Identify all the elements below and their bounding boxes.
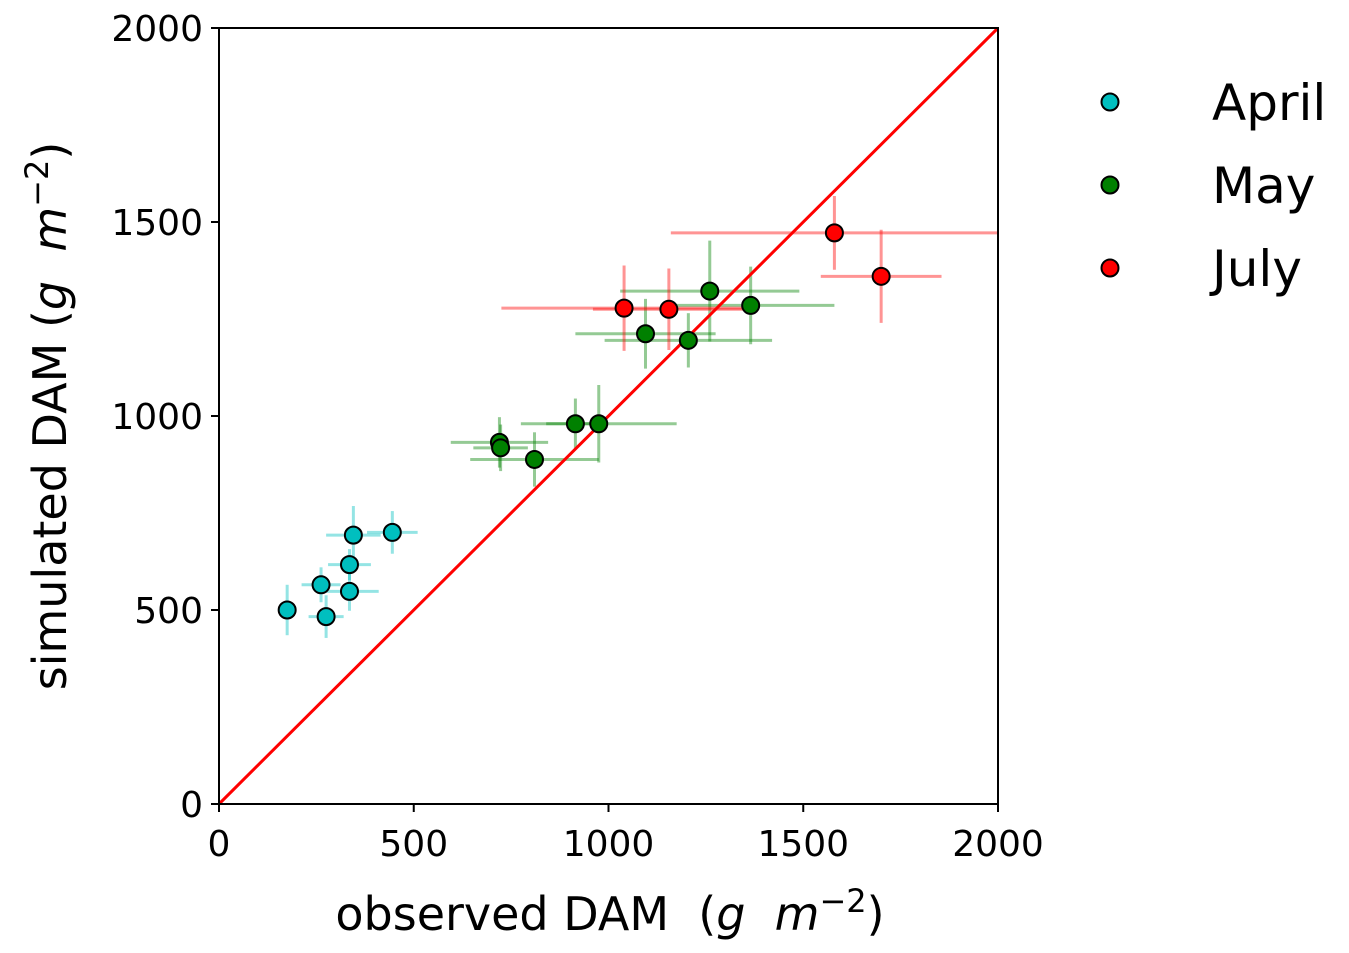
x-tick-label: 1500 xyxy=(757,824,849,865)
data-point xyxy=(491,438,511,458)
data-point xyxy=(614,298,634,318)
y-tick-label: 2000 xyxy=(111,9,203,50)
data-point xyxy=(343,525,363,545)
data-point xyxy=(339,555,359,575)
y-axis-ticks: 0 500 1000 1500 2000 xyxy=(111,9,219,826)
data-point xyxy=(659,299,679,319)
data-point xyxy=(700,281,720,301)
data-point xyxy=(565,414,585,434)
data-point xyxy=(636,324,656,344)
x-tick-label: 0 xyxy=(208,824,231,865)
legend-marker xyxy=(1100,258,1120,278)
x-tick-label: 2000 xyxy=(952,824,1044,865)
data-point xyxy=(678,330,698,350)
x-axis-ticks: 0 500 1000 1500 2000 xyxy=(208,804,1044,865)
legend-marker xyxy=(1100,92,1120,112)
data-point xyxy=(824,223,844,243)
x-axis-label: observed DAM (g m−2) xyxy=(335,882,884,941)
data-points xyxy=(277,223,891,627)
legend-label: April xyxy=(1212,74,1326,132)
legend-marker xyxy=(1100,175,1120,195)
data-point xyxy=(741,295,761,315)
y-tick-label: 500 xyxy=(134,591,203,632)
legend-label: May xyxy=(1212,157,1315,215)
data-point xyxy=(316,607,336,627)
data-point xyxy=(339,581,359,601)
y-axis-label: simulated DAM (g m−2) xyxy=(18,142,77,691)
data-point xyxy=(382,522,402,542)
data-point xyxy=(524,449,544,469)
data-point xyxy=(311,575,331,595)
legend: April May July xyxy=(1100,74,1326,298)
y-tick-label: 1500 xyxy=(111,203,203,244)
error-bars xyxy=(281,196,998,638)
x-tick-label: 1000 xyxy=(563,824,655,865)
data-point xyxy=(871,266,891,286)
y-tick-label: 0 xyxy=(180,785,203,826)
data-point xyxy=(589,414,609,434)
y-tick-label: 1000 xyxy=(111,397,203,438)
one-to-one-reference-line xyxy=(217,26,1000,806)
x-tick-label: 500 xyxy=(379,824,448,865)
legend-label: July xyxy=(1209,240,1302,298)
data-point xyxy=(277,600,297,620)
